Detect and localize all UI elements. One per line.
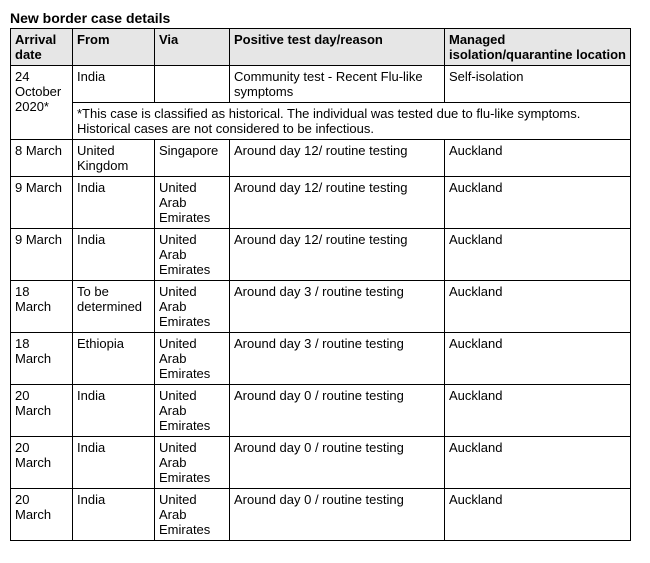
cell-from: India [73, 66, 155, 103]
cell-test: Around day 3 / routine testing [230, 281, 445, 333]
cell-location: Auckland [445, 333, 631, 385]
cell-via: United Arab Emirates [155, 333, 230, 385]
cell-test: Around day 0 / routine testing [230, 437, 445, 489]
cell-arrival: 8 March [11, 140, 73, 177]
table-row: 20 March India United Arab Emirates Arou… [11, 437, 631, 489]
cell-from: United Kingdom [73, 140, 155, 177]
cell-location: Auckland [445, 489, 631, 541]
header-test: Positive test day/reason [230, 29, 445, 66]
cell-location: Auckland [445, 140, 631, 177]
cell-test: Around day 12/ routine testing [230, 140, 445, 177]
cell-arrival: 9 March [11, 229, 73, 281]
cell-from: India [73, 385, 155, 437]
table-row: 8 March United Kingdom Singapore Around … [11, 140, 631, 177]
cell-via: United Arab Emirates [155, 489, 230, 541]
cell-from: Ethiopia [73, 333, 155, 385]
cell-arrival: 18 March [11, 281, 73, 333]
cell-location: Self-isolation [445, 66, 631, 103]
cell-location: Auckland [445, 437, 631, 489]
table-row: 24 October 2020* India Community test - … [11, 66, 631, 103]
cell-arrival: 9 March [11, 177, 73, 229]
cell-arrival: 20 March [11, 385, 73, 437]
cell-via: United Arab Emirates [155, 229, 230, 281]
cell-via: Singapore [155, 140, 230, 177]
cell-via: United Arab Emirates [155, 437, 230, 489]
header-via: Via [155, 29, 230, 66]
header-arrival: Arrival date [11, 29, 73, 66]
header-location: Managed isolation/quarantine location [445, 29, 631, 66]
table-note-row: *This case is classified as historical. … [11, 103, 631, 140]
table-header-row: Arrival date From Via Positive test day/… [11, 29, 631, 66]
table-row: 9 March India United Arab Emirates Aroun… [11, 177, 631, 229]
cell-via: United Arab Emirates [155, 281, 230, 333]
cell-arrival: 20 March [11, 437, 73, 489]
border-case-table: Arrival date From Via Positive test day/… [10, 28, 631, 541]
cell-test: Around day 12/ routine testing [230, 177, 445, 229]
cell-test: Around day 12/ routine testing [230, 229, 445, 281]
cell-via [155, 66, 230, 103]
table-title: New border case details [10, 10, 640, 26]
header-from: From [73, 29, 155, 66]
cell-test: Community test - Recent Flu-like symptom… [230, 66, 445, 103]
cell-location: Auckland [445, 385, 631, 437]
table-row: 9 March India United Arab Emirates Aroun… [11, 229, 631, 281]
cell-from: India [73, 229, 155, 281]
cell-via: United Arab Emirates [155, 385, 230, 437]
cell-arrival: 24 October 2020* [11, 66, 73, 140]
cell-location: Auckland [445, 281, 631, 333]
cell-location: Auckland [445, 177, 631, 229]
cell-arrival: 20 March [11, 489, 73, 541]
cell-arrival: 18 March [11, 333, 73, 385]
table-row: 18 March Ethiopia United Arab Emirates A… [11, 333, 631, 385]
table-row: 20 March India United Arab Emirates Arou… [11, 385, 631, 437]
cell-from: India [73, 489, 155, 541]
cell-via: United Arab Emirates [155, 177, 230, 229]
table-row: 18 March To be determined United Arab Em… [11, 281, 631, 333]
cell-from: India [73, 177, 155, 229]
cell-test: Around day 3 / routine testing [230, 333, 445, 385]
cell-from: To be determined [73, 281, 155, 333]
table-row: 20 March India United Arab Emirates Arou… [11, 489, 631, 541]
cell-test: Around day 0 / routine testing [230, 489, 445, 541]
cell-test: Around day 0 / routine testing [230, 385, 445, 437]
cell-note: *This case is classified as historical. … [73, 103, 631, 140]
cell-location: Auckland [445, 229, 631, 281]
cell-from: India [73, 437, 155, 489]
